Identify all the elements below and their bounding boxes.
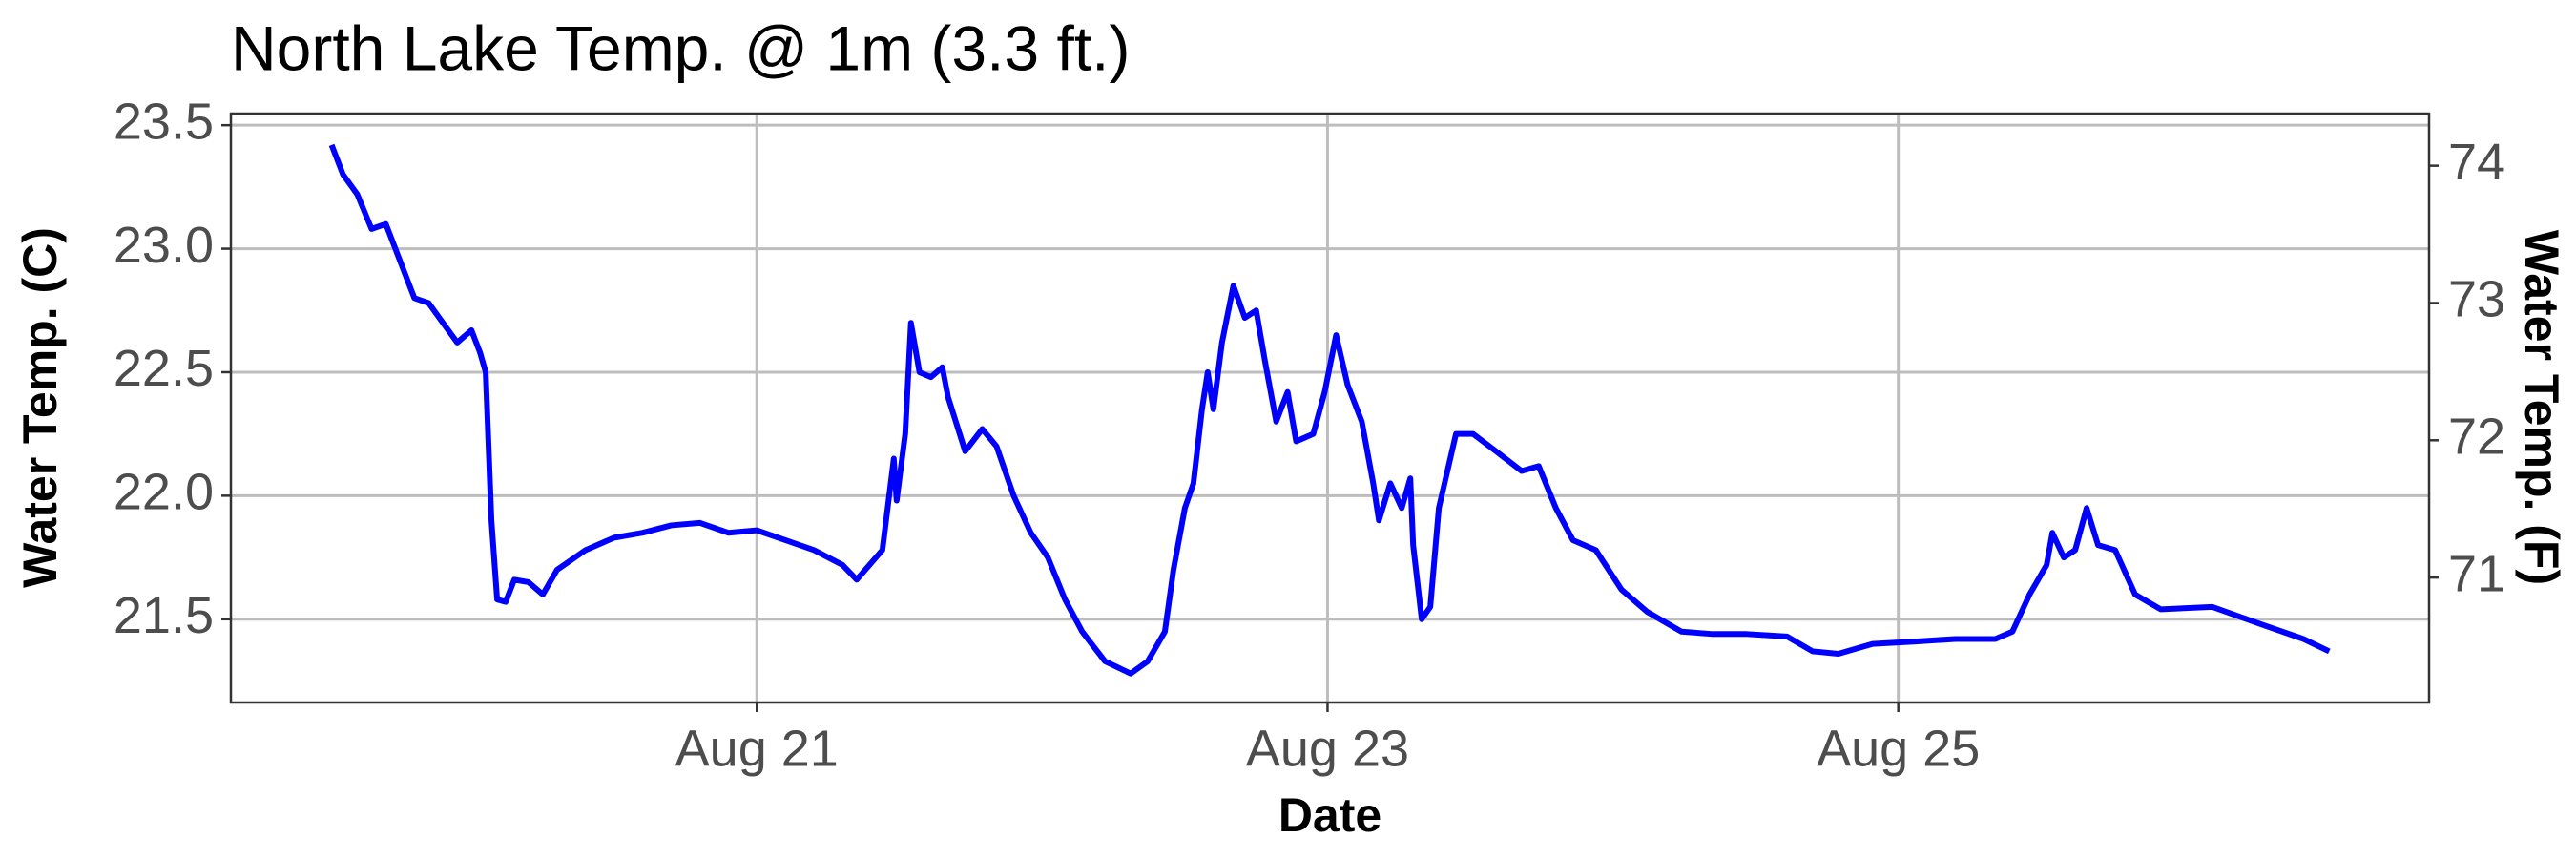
y-tick-label: 23.0 <box>114 217 214 274</box>
data-line <box>328 143 2331 677</box>
y2-tick-label: 73 <box>2448 271 2505 328</box>
y2-tick-label: 71 <box>2448 545 2505 602</box>
x-tick-label: Aug 23 <box>1246 720 1409 777</box>
y2-tick-label: 74 <box>2448 134 2505 191</box>
y-axis-title: Water Temp. (C) <box>13 227 67 588</box>
x-axis-title: Date <box>1278 788 1381 842</box>
panel-border <box>229 112 2431 704</box>
y-tick-label: 22.0 <box>114 464 214 521</box>
y-tick-label: 22.5 <box>114 340 214 397</box>
chart-title: North Lake Temp. @ 1m (3.3 ft.) <box>231 12 1130 83</box>
y-tick-label: 23.5 <box>114 93 214 150</box>
x-tick-label: Aug 25 <box>1817 720 1980 777</box>
y-tick-label: 21.5 <box>114 587 214 644</box>
x-tick-label: Aug 21 <box>675 720 839 777</box>
y2-axis-title: Water Temp. (F) <box>2515 230 2568 585</box>
y2-tick-label: 72 <box>2448 409 2505 466</box>
